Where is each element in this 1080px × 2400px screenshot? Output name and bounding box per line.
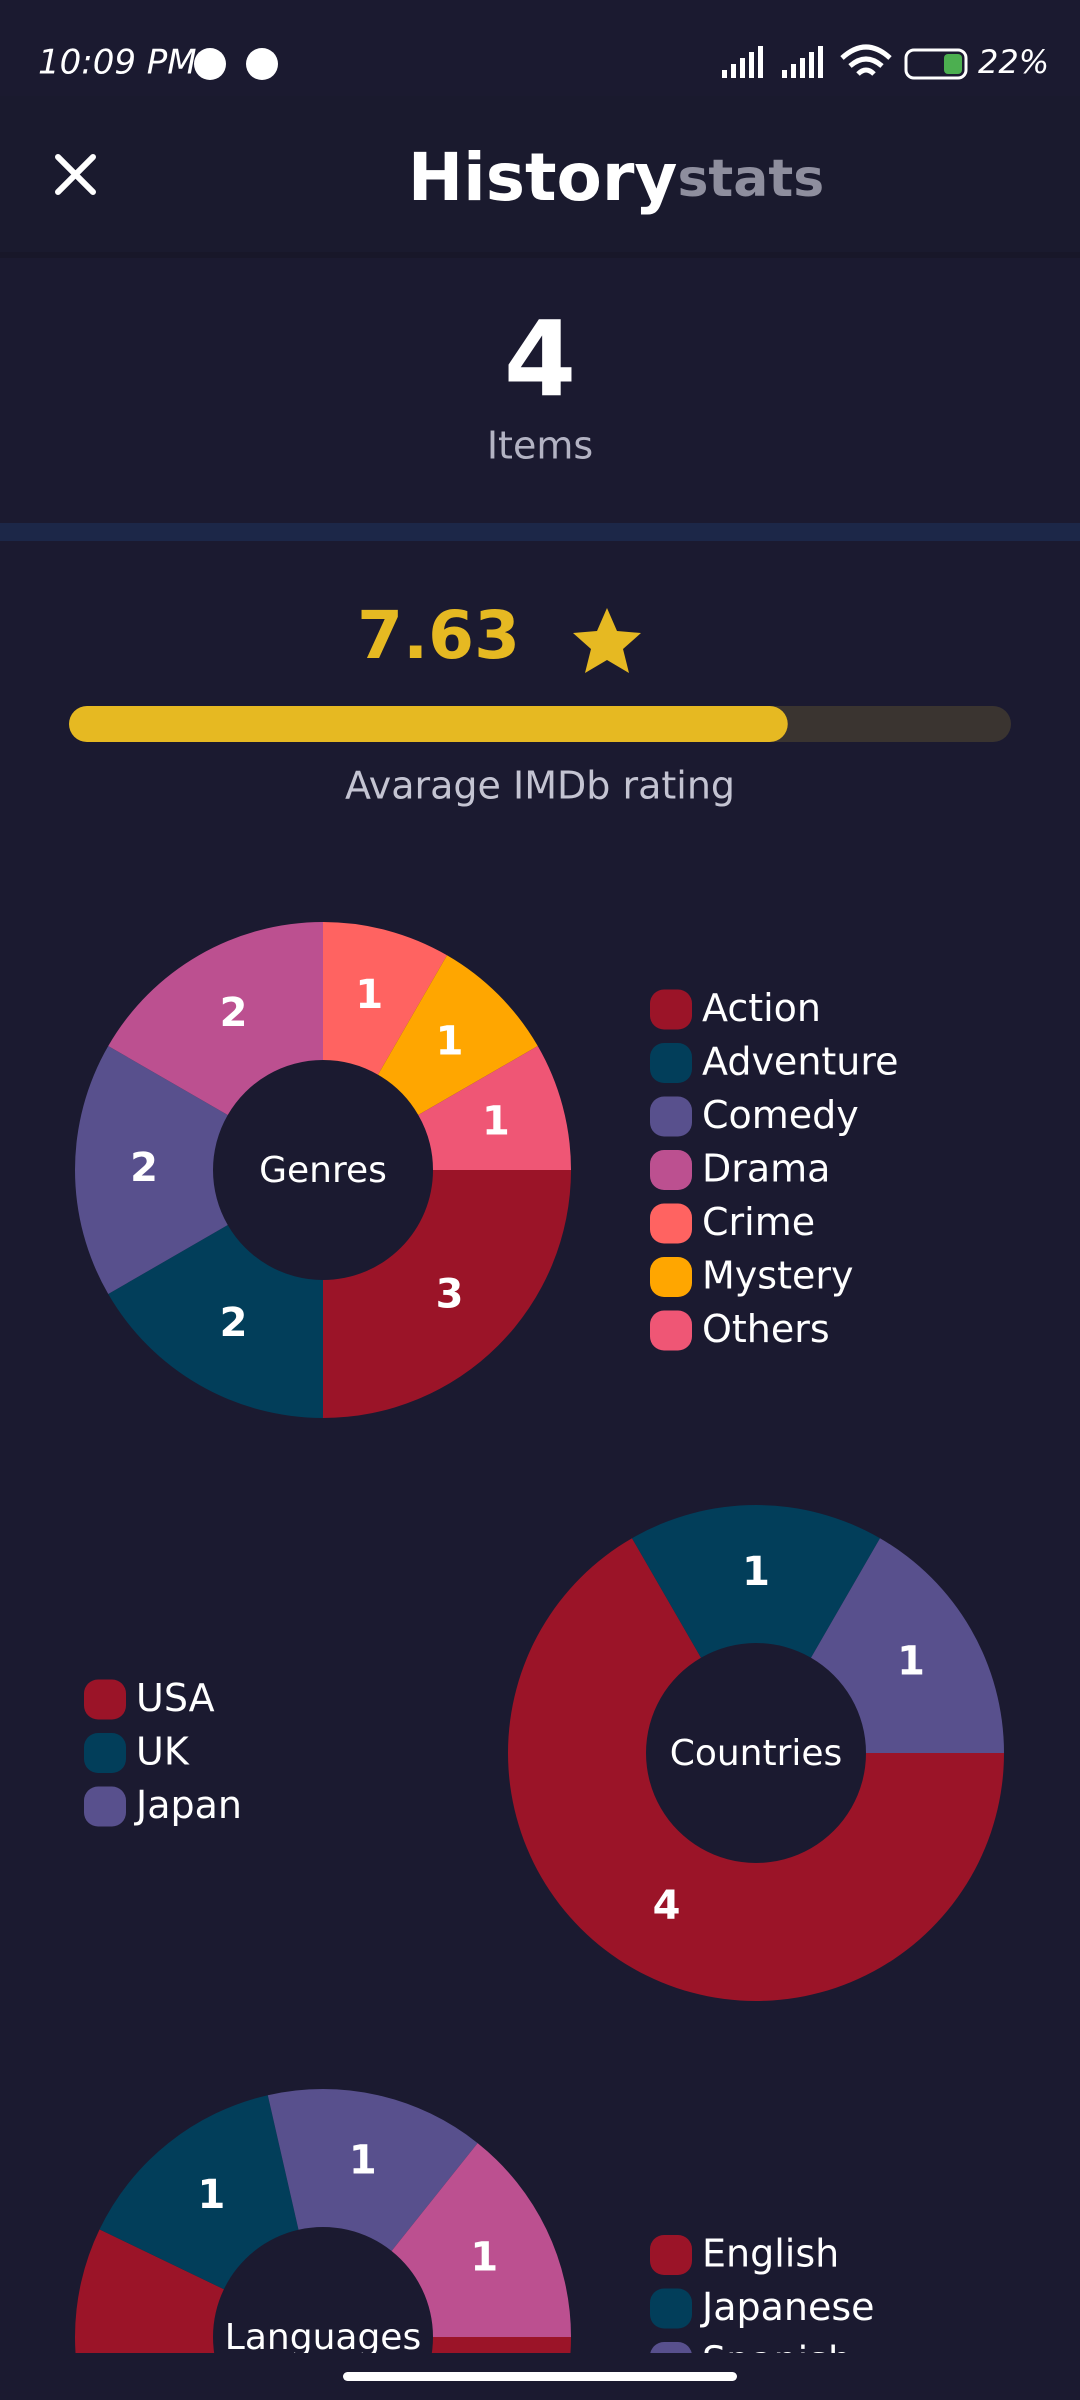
status-time: 10:09 PM [38, 43, 197, 83]
slice-label: 2 [220, 1300, 248, 1346]
donut-center-label: Languages [225, 2317, 421, 2358]
slice-label: 1 [349, 2137, 377, 2183]
legend-label: Others [702, 1307, 830, 1351]
slice-label: 1 [742, 1549, 770, 1595]
legend-label: Crime [702, 1200, 815, 1244]
legend-label: Drama [702, 1147, 830, 1191]
legend-label: Action [702, 986, 821, 1030]
donut-center-label: Countries [670, 1733, 843, 1774]
legend-label: Japanese [700, 2285, 875, 2329]
legend-label: English [702, 2232, 839, 2276]
slice-label: 1 [482, 1099, 510, 1145]
status-icon [246, 48, 278, 80]
donut-chart: 4111Languages [75, 2089, 571, 2358]
title-main: History [408, 139, 678, 216]
divider [0, 523, 1080, 541]
slice-label: 2 [220, 990, 248, 1036]
donut-center-label: Genres [259, 1150, 387, 1191]
slice-label: 4 [653, 1883, 681, 1929]
donut-slice [108, 922, 323, 1115]
header-shadow [0, 252, 1080, 258]
legend: English Japanese Spanish [650, 2232, 875, 2383]
donut-slice [323, 1170, 571, 1418]
legend-swatch [650, 989, 692, 1030]
legend: USA UK Japan [84, 1676, 242, 1827]
donut-slice [418, 1046, 571, 1170]
legend-swatch [84, 1679, 126, 1720]
app-bar [0, 96, 1080, 252]
rating-value: 7.63 [357, 597, 520, 674]
donut-slice [508, 1538, 1004, 2001]
slice-label: 1 [197, 2172, 225, 2218]
legend-swatch [650, 1310, 692, 1351]
legend-swatch [84, 1786, 126, 1827]
battery-level [944, 54, 962, 74]
legend: Action Adventure Comedy Drama Crime Mystery Ot… [650, 986, 899, 1351]
signal-icon [722, 46, 823, 78]
slice-label: 1 [897, 1639, 925, 1685]
legend-label: Adventure [702, 1040, 899, 1084]
screen-title: Historystats [408, 139, 824, 216]
donut-chart: 4 1 1 Countries [508, 1504, 1004, 2001]
legend-swatch [650, 2342, 692, 2353]
slice-label: 1 [436, 1018, 464, 1064]
legend-label: Japan [134, 1783, 242, 1827]
battery-percent: 22% [978, 43, 1049, 81]
legend-label: USA [136, 1676, 215, 1720]
status-bar: 10:09 PM 22% [38, 43, 1049, 83]
donut-slice [74, 1046, 228, 1294]
item-count: 4 [504, 298, 576, 420]
legend-swatch [84, 1733, 126, 1773]
legend-swatch [650, 2288, 692, 2329]
legend-swatch [650, 1203, 692, 1244]
battery-icon [904, 48, 968, 80]
donut-slice [108, 1225, 323, 1418]
donut-slice [75, 2229, 571, 2353]
rating-label: Avarage IMDb rating [345, 764, 735, 808]
home-indicator [343, 2372, 737, 2381]
donut-slice [632, 1504, 880, 1658]
legend-label: Spanish [702, 2339, 852, 2383]
legend-label: Mystery [702, 1254, 853, 1298]
donut-slice [378, 955, 538, 1115]
donut-slice [99, 2095, 299, 2290]
legend-swatch [650, 1150, 692, 1190]
donut-slice [323, 922, 447, 1075]
legend-label: Comedy [702, 1093, 859, 1137]
item-count-label: Items [487, 424, 593, 468]
legend-swatch [650, 1043, 692, 1083]
legend-swatch [650, 1257, 692, 1297]
rating-star [573, 608, 641, 673]
legend-swatch [650, 2235, 692, 2275]
slice-label: 1 [355, 972, 383, 1018]
wifi-icon [840, 44, 892, 76]
donut-slice [811, 1538, 1004, 1753]
status-icon [194, 48, 226, 80]
donut-slice [267, 2089, 478, 2251]
slice-label: 2 [130, 1145, 158, 1191]
slice-label: 1 [470, 2234, 498, 2280]
legend-label: UK [136, 1730, 190, 1774]
rating-bar [69, 706, 788, 742]
close-button[interactable] [55, 154, 96, 195]
legend-swatch [650, 1096, 692, 1137]
slice-label: 3 [436, 1272, 464, 1318]
title-sub: stats [677, 149, 824, 209]
donut-slice [391, 2143, 571, 2337]
